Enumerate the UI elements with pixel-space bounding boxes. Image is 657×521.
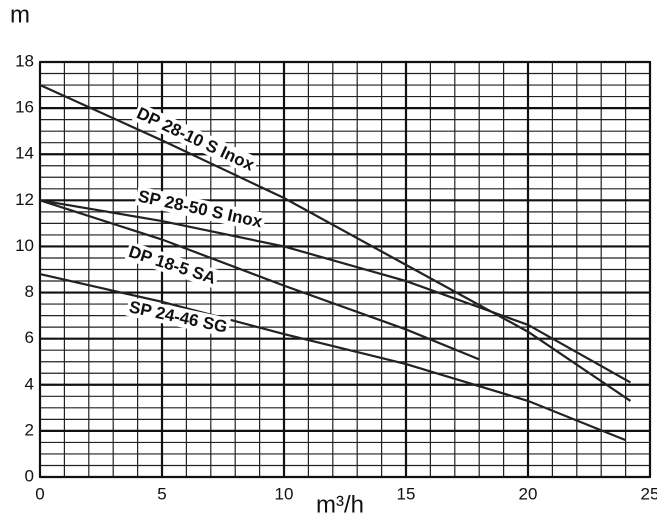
series-line — [39, 199, 480, 361]
x-tick-label: 10 — [275, 484, 294, 503]
y-tick-label: 2 — [25, 420, 34, 439]
series-label-group: SP 24-46 SG — [125, 296, 231, 338]
series-line — [39, 199, 632, 384]
series-label-bg — [134, 186, 267, 232]
series-label-bg — [125, 296, 231, 338]
y-tick-label: 12 — [15, 190, 34, 209]
series-label: SP 24-46 SG — [127, 297, 229, 336]
y-tick-label: 14 — [15, 144, 34, 163]
y-tick-label: 6 — [25, 328, 34, 347]
plot-frame — [39, 61, 651, 478]
series-label-group: SP 28-50 S Inox — [134, 186, 267, 232]
x-tick-label: 15 — [397, 484, 416, 503]
series-label: DP 28-10 S Inox — [134, 104, 258, 175]
x-tick-label: 0 — [35, 484, 44, 503]
y-tick-label: 8 — [25, 282, 34, 301]
x-tick-label: 5 — [157, 484, 166, 503]
y-tick-label: 4 — [25, 374, 34, 393]
y-tick-label: 16 — [15, 98, 34, 117]
x-tick-label: 25 — [641, 484, 657, 503]
series-line — [39, 273, 627, 442]
series-label-bg — [124, 241, 221, 289]
series-label: SP 28-50 S Inox — [136, 187, 264, 232]
y-tick-label: 18 — [15, 51, 34, 70]
series-label-group: DP 28-10 S Inox — [131, 102, 260, 176]
y-tick-label: 10 — [15, 236, 34, 255]
y-tick-label: 0 — [25, 466, 34, 485]
series-line — [39, 84, 632, 402]
series-label-bg — [131, 102, 260, 176]
x-axis-label: m³/h — [316, 491, 364, 518]
x-tick-label: 20 — [519, 484, 538, 503]
y-axis-label: m — [10, 1, 30, 28]
